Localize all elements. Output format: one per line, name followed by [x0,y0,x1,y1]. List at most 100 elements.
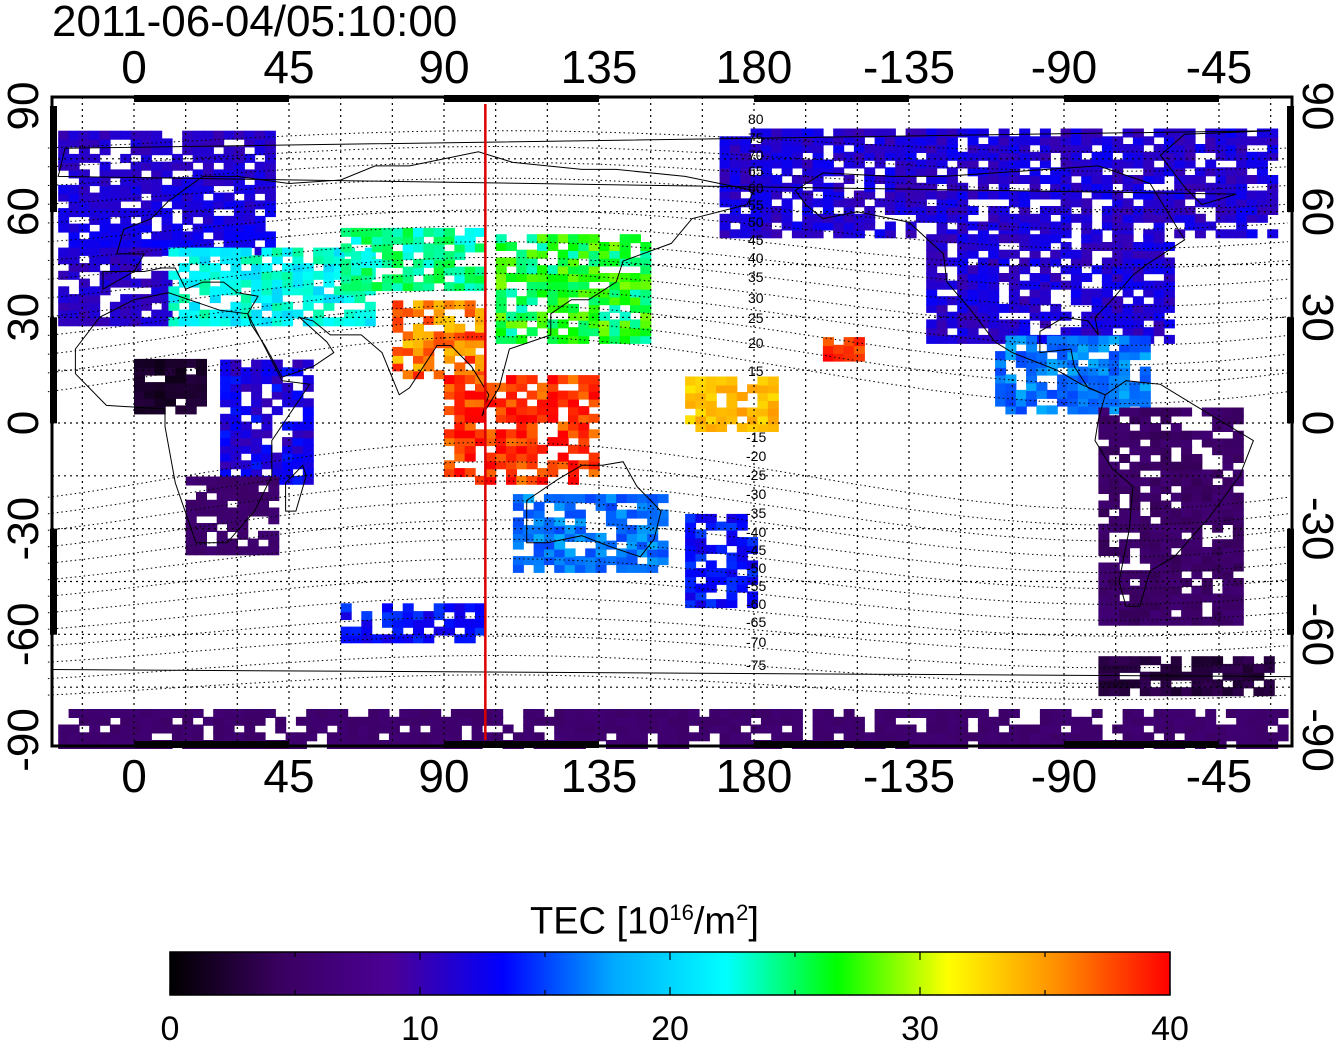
tec-cell [495,234,507,244]
tec-cell [716,568,728,578]
tec-cell [1160,578,1172,587]
tec-cell [78,153,90,163]
tec-cell [1215,136,1227,146]
tec-cell [171,184,183,194]
tec-cell [705,560,717,570]
tec-cell [202,146,214,156]
tec-cell [240,270,252,280]
tec-cell [1212,508,1224,518]
tec-cell [578,280,590,290]
tec-cell [120,177,132,187]
tec-cell [213,215,225,225]
tec-cell [512,494,524,504]
tec-cell [1129,656,1141,666]
top-lon-label: -90 [1031,41,1097,93]
tec-cell [1067,335,1079,345]
tec-cell [161,169,173,179]
tec-cell [99,192,111,202]
tec-cell [1132,303,1144,313]
tec-cell [988,242,1000,251]
left-lat-label: -60 [0,603,48,667]
tec-cell [1139,516,1151,525]
tec-cell [695,423,707,432]
tec-cell [626,525,638,535]
tec-cell [781,716,793,726]
tec-cell [1039,144,1051,153]
tec-cell [1019,128,1031,138]
tec-cell [464,300,476,310]
tec-cell [392,308,404,318]
tec-cell [264,239,276,249]
tec-cell [695,407,707,417]
tec-cell [58,270,70,280]
tec-cell [626,709,638,718]
tec-cell [78,309,90,319]
tec-cell [1150,508,1162,518]
tec-cell [471,724,483,734]
left-lat-label: 60 [0,187,48,236]
tec-cell [1088,382,1100,392]
tec-cell [1205,709,1217,718]
tec-cell [271,317,283,327]
tec-cell [1160,516,1172,525]
tec-cell [688,709,700,718]
tec-cell [1174,190,1186,200]
tec-cell [475,626,486,636]
tec-cell [1019,724,1031,734]
tec-cell [154,405,166,415]
tec-cell [578,319,590,329]
tec-cell [140,317,152,327]
tec-cell [78,278,90,288]
tec-cell [109,301,121,311]
tec-cell [464,227,476,237]
tec-cell [413,354,424,364]
tec-cell [292,286,304,296]
tec-cell [843,352,855,362]
tec-cell [313,255,325,265]
tec-cell [853,213,865,223]
tec-cell [264,138,276,148]
tec-cell [1088,358,1100,368]
frame-tick-bar [134,95,289,102]
tec-cell [78,317,90,327]
tec-cell [371,227,383,237]
tec-cell [884,182,896,192]
tec-cell [1181,508,1193,518]
tec-cell [630,273,641,282]
tec-cell [495,319,507,329]
tec-cell [516,265,528,275]
tec-cell [833,213,845,223]
tec-cell [781,198,793,208]
tec-cell [853,229,865,239]
tec-cell [282,452,294,462]
tec-cell [1081,327,1093,337]
tec-cell [161,716,173,726]
tec-cell [1091,288,1103,298]
tec-cell [1143,159,1155,169]
tec-cell [884,732,896,742]
tec-cell [946,280,958,290]
tec-cell [1112,273,1124,282]
right-lat-label: 60 [1293,187,1340,236]
tec-cell [740,221,752,231]
tec-cell [323,317,335,327]
tec-cell [1132,319,1144,329]
tec-cell [1236,167,1248,177]
tec-cell [292,475,304,485]
tec-cell [557,273,569,282]
tec-cell [1225,151,1237,161]
tec-cell [1019,198,1031,208]
tec-cell [58,294,70,304]
tec-cell [750,144,762,153]
tec-cell [1088,405,1100,415]
tec-cell [99,709,111,718]
tec-cell [1081,221,1093,231]
tec-cell [1081,716,1093,726]
tec-cell [1232,609,1244,618]
tec-cell [1143,732,1155,742]
tec-cell [1112,242,1124,251]
tec-cell [760,144,772,153]
tec-cell [230,421,242,431]
tec-cell [1153,265,1165,275]
tec-cell [140,247,152,257]
